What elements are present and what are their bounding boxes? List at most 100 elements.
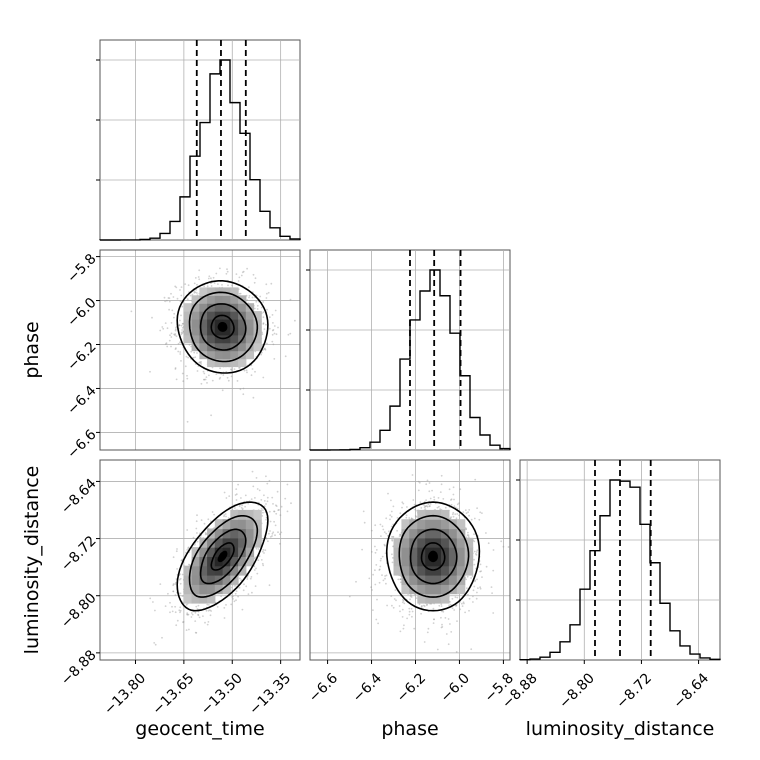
sample-point [455,604,457,607]
sample-point [466,534,469,536]
density-cell [238,565,247,576]
sample-point [279,542,281,545]
density-cell [441,509,450,520]
sample-point [402,598,404,601]
density-cell [183,334,193,344]
density-cell [199,319,208,328]
sample-point [391,553,393,556]
sample-point [401,506,403,509]
density-cell [222,358,231,368]
sample-point [421,605,423,607]
sample-point [411,610,414,613]
sample-point [260,507,263,510]
density-cell [214,584,224,595]
contour-line [210,314,235,340]
sample-point [223,515,225,518]
sample-point [266,292,268,295]
density-cell [222,334,231,344]
density-cell [433,556,442,567]
sample-point [458,514,460,517]
sample-point [245,585,248,588]
sample-point [433,498,436,501]
density-cell [448,556,458,567]
density-cell [441,556,450,567]
sample-point [362,510,365,513]
sample-point [467,534,470,537]
sample-point [269,520,272,523]
sample-point [255,567,257,570]
sample-point [427,627,430,630]
sample-point [179,353,182,355]
sample-point [230,586,233,589]
density-cell [425,519,434,530]
density-cell [214,528,224,539]
sample-point [456,596,459,599]
sample-point [466,587,468,590]
density-cell [207,350,216,360]
sample-point [149,370,151,373]
density-cell [448,547,458,557]
sample-point [423,504,425,506]
sample-point [246,299,249,301]
sample-point [172,590,175,593]
sample-point [264,348,267,351]
sample-point [186,612,189,614]
sample-point [174,368,177,370]
sample-point [449,623,451,625]
sample-point [254,277,257,280]
sample-point [402,502,405,505]
sample-point [182,380,185,383]
sample-point [436,648,439,651]
sample-point [223,607,226,609]
sample-point [251,470,254,473]
density-cell [191,565,200,576]
sample-point [250,498,253,500]
sample-point [168,297,171,299]
y-tick-label: −6.0 [64,295,99,330]
sample-point [458,502,460,505]
sample-point [428,505,431,508]
sample-point [225,604,227,606]
sample-point [180,286,183,288]
sample-point [465,528,468,530]
sample-point [182,621,184,624]
sample-point [263,500,266,502]
x-tick-label: −6.2 [394,670,429,705]
contour-line [199,528,247,585]
sample-point [450,503,453,506]
sample-point [274,524,277,527]
sample-point [151,316,153,319]
sample-point [194,631,197,634]
sample-point [390,499,392,502]
sample-point [449,517,451,520]
sample-point [170,336,173,338]
sample-point [175,550,178,553]
sample-point [231,284,233,287]
sample-point [210,285,213,287]
sample-point [492,612,495,614]
sample-point [186,374,188,377]
sample-point [203,378,206,381]
density-cell [433,537,442,548]
sample-point [418,481,421,484]
density-cell [238,311,247,320]
density-cell [207,303,216,312]
density-cell [433,575,442,585]
density-cell [456,556,466,567]
sample-point [195,632,198,634]
density-cell [417,519,426,530]
density-cell [238,528,247,539]
sample-point [199,361,202,364]
sample-point [179,300,182,303]
sample-point [175,378,178,381]
sample-point [176,619,179,622]
sample-point [264,347,266,350]
sample-point [181,329,184,331]
density-cell [183,575,193,585]
sample-point [258,489,261,492]
sample-point [382,579,385,582]
sample-point [476,549,479,552]
density-cell [433,528,442,539]
sample-point [475,554,478,556]
density-cell [425,528,434,539]
